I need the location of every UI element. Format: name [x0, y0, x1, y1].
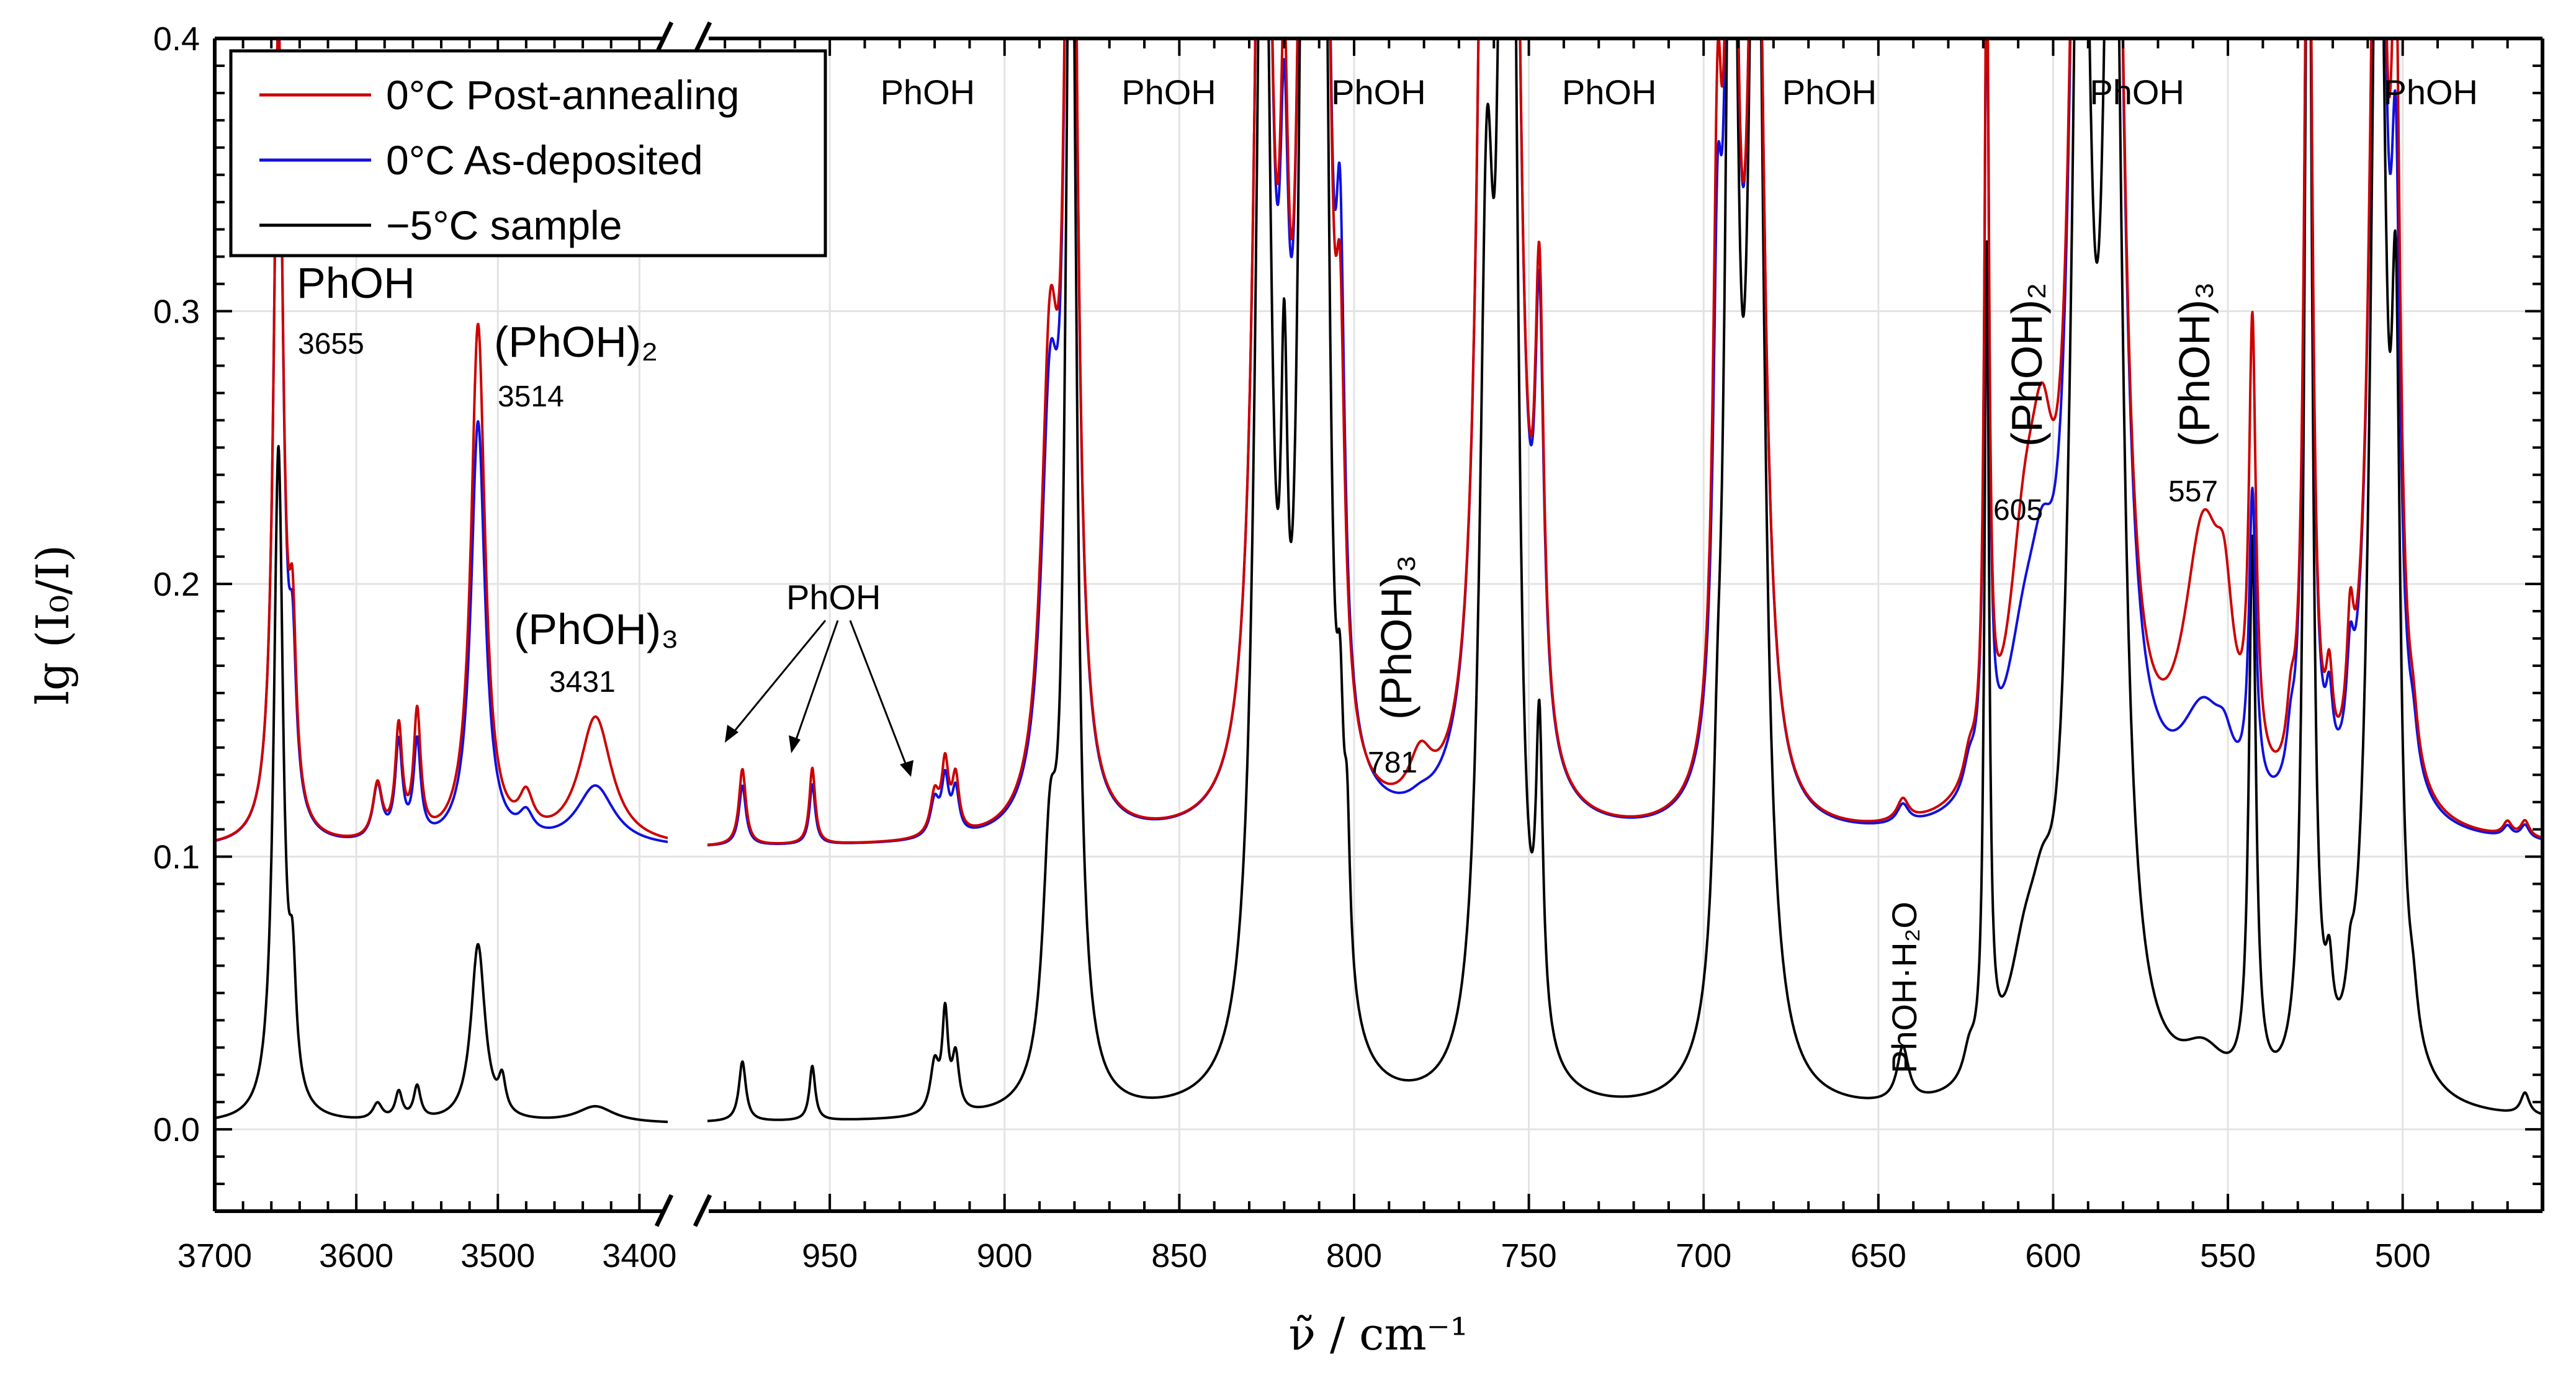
legend-box — [229, 49, 827, 257]
x-tick-label: 3400 — [602, 1237, 676, 1274]
x-tick-label: 600 — [2025, 1237, 2081, 1274]
x-tick-label: 550 — [2200, 1237, 2256, 1274]
band-label-phoh: PhOH — [1331, 73, 1426, 112]
x-tick-label: 750 — [1501, 1237, 1557, 1274]
annotations: PhOH 3655 (PhOH)₂ 3514 (PhOH)₃ 3431 PhOH… — [297, 259, 2219, 1073]
series-group — [215, 38, 2542, 1124]
x-tick-label: 3700 — [177, 1237, 252, 1274]
annotation-dimer-3514: (PhOH)₂ — [494, 318, 658, 366]
x-tick-labels: 3700 3600 3500 3400 950 900 850 800 750 700 650 600… — [177, 1237, 2431, 1274]
legend-label-minus5: −5°C sample — [386, 202, 622, 248]
x-tick-label: 500 — [2375, 1237, 2431, 1274]
arrowheads — [725, 725, 913, 777]
annotation-value-3655: 3655 — [298, 328, 364, 360]
arrow-975 — [730, 620, 827, 736]
annotation-value-781: 781 — [1368, 746, 1417, 779]
annotation-phoh-3655: PhOH — [297, 259, 415, 307]
x-tick-label: 700 — [1676, 1237, 1731, 1274]
band-labels: PhOH PhOH PhOH PhOH PhOH PhOH PhOH — [881, 73, 2478, 112]
series-line-0-seg1 — [706, 38, 2542, 846]
x-tick-label: 950 — [802, 1237, 858, 1274]
annotation-value-605: 605 — [1993, 494, 2043, 527]
arrowhead-917 — [900, 760, 913, 777]
arrow-917 — [849, 620, 909, 769]
legend-label-as-deposited: 0°C As-deposited — [386, 137, 703, 183]
band-label-phoh: PhOH — [2384, 73, 2479, 112]
y-tick-label: 0.3 — [153, 293, 200, 331]
break-mark-top-left — [654, 21, 674, 55]
band-label-phoh: PhOH — [2089, 73, 2184, 112]
x-tick-label: 800 — [1326, 1237, 1382, 1274]
x-tick-label: 3500 — [460, 1237, 535, 1274]
arrowhead-955 — [789, 735, 801, 753]
annotation-value-557: 557 — [2168, 475, 2218, 508]
x-tick-label: 650 — [1851, 1237, 1906, 1274]
arrowhead-975 — [725, 725, 738, 743]
band-label-phoh: PhOH — [1562, 73, 1657, 112]
y-tick-label: 0.0 — [153, 1111, 200, 1148]
y-tick-labels: 0.0 0.1 0.2 0.3 0.4 — [153, 20, 200, 1148]
y-tick-label: 0.1 — [153, 839, 200, 876]
x-tick-label: 3600 — [319, 1237, 393, 1274]
break-mark-bottom-left — [654, 1194, 674, 1227]
y-axis-title: lg (I₀/I) — [27, 545, 79, 705]
band-label-phoh: PhOH — [881, 73, 976, 112]
plot-frame — [213, 37, 2544, 1213]
series-line-0-seg0 — [215, 38, 669, 842]
series-line-2-seg0 — [215, 445, 669, 1124]
x-axis-title: ν̃ / cm⁻¹ — [1288, 1308, 1468, 1360]
annotation-trimer-781: (PhOH)₃ — [1372, 555, 1420, 720]
annotation-dimer-605: (PhOH)₂ — [2003, 283, 2051, 447]
band-label-phoh: PhOH — [1782, 73, 1877, 112]
series-line-1-seg0 — [215, 38, 669, 843]
y-tick-label: 0.4 — [153, 20, 200, 58]
annotation-arrows — [730, 620, 909, 769]
arrow-955 — [793, 620, 839, 745]
legend: 0°C Post-annealing 0°C As-deposited −5°C… — [229, 49, 827, 257]
annotation-phoh-arrows: PhOH — [786, 578, 881, 617]
break-mark-bottom-right — [693, 1194, 712, 1227]
y-tick-label: 0.2 — [153, 566, 200, 603]
annotation-hydrate: PhOH·H₂O — [1885, 902, 1924, 1073]
annotation-value-3431: 3431 — [549, 666, 616, 699]
annotation-value-3514: 3514 — [498, 380, 564, 413]
legend-label-post-annealing: 0°C Post-annealing — [386, 72, 739, 118]
x-tick-label: 850 — [1151, 1237, 1207, 1274]
annotation-trimer-3431: (PhOH)₃ — [514, 605, 679, 653]
x-tick-label: 900 — [977, 1237, 1033, 1274]
annotation-trimer-557: (PhOH)₃ — [2170, 282, 2219, 447]
series-line-1-seg1 — [706, 38, 2542, 847]
band-label-phoh: PhOH — [1121, 73, 1216, 112]
series-line-2-seg1 — [706, 38, 2542, 1122]
break-mark-top-right — [693, 21, 712, 55]
axis-ticks — [213, 37, 2544, 1211]
